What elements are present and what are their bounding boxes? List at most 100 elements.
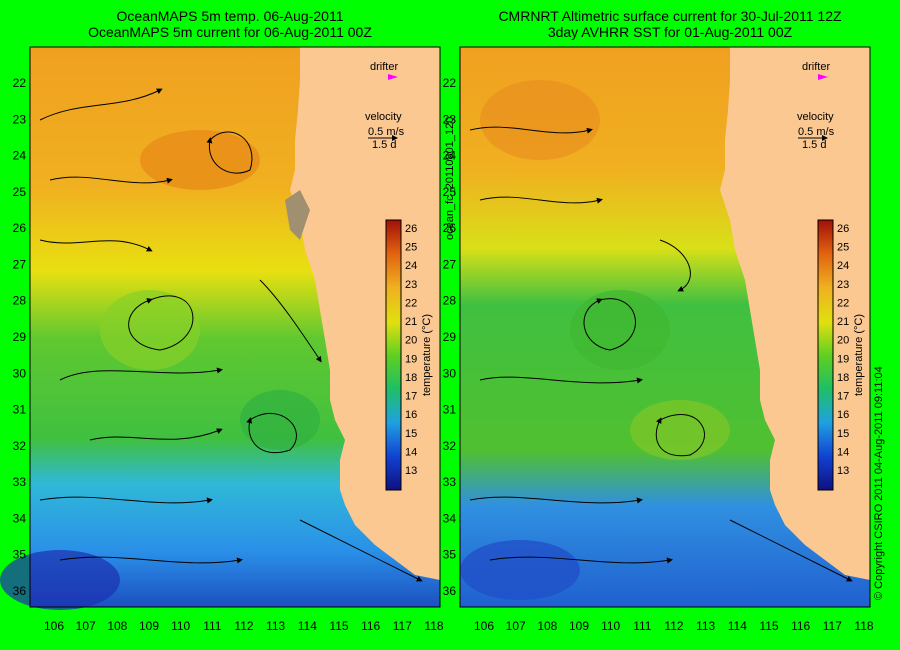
y-tick-label: 23 [13, 112, 27, 126]
colorbar-tick-label: 23 [837, 279, 849, 291]
y-tick-label: 36 [443, 584, 457, 598]
y-tick-label: 36 [13, 584, 27, 598]
x-tick-label: 116 [791, 619, 810, 633]
y-tick-label: 28 [13, 294, 27, 308]
x-tick-label: 107 [506, 619, 526, 633]
right-legend: drifter velocity 0.5 m/s 1.5 d [797, 61, 835, 151]
colorbar-tick-label: 13 [405, 465, 417, 477]
colorbar-tick-label: 20 [837, 335, 849, 347]
x-tick-label: 110 [601, 619, 620, 633]
colorbar-tick-label: 25 [837, 242, 849, 254]
left-current-streamlines [39, 88, 423, 582]
x-tick-label: 106 [474, 619, 494, 633]
y-tick-label: 28 [443, 294, 457, 308]
right-x-axis: 106 107 108 109 110 111 112 113 114 115 116 117 118 [474, 619, 874, 633]
y-tick-label: 30 [443, 366, 457, 380]
left-colorbar-label: temperature (°C) [421, 314, 433, 396]
colorbar-tick-label: 24 [405, 260, 417, 272]
right-current-streamlines [469, 126, 853, 582]
x-tick-label: 115 [329, 619, 348, 633]
x-tick-label: 107 [76, 619, 96, 633]
y-tick-label: 27 [443, 257, 457, 271]
copyright-label: © Copyright CSIRO 2011 04-Aug-2011 09:11… [873, 366, 885, 600]
colorbar-tick-label: 15 [837, 428, 849, 440]
right-colorbar: 13 14 15 16 17 18 19 20 21 22 23 24 25 26 temperature… [817, 219, 865, 491]
x-tick-label: 109 [139, 619, 159, 633]
colorbar-tick-label: 24 [837, 260, 849, 272]
right-colorbar-label: temperature (°C) [853, 314, 865, 396]
y-tick-label: 23 [443, 112, 457, 126]
y-tick-label: 22 [13, 76, 27, 90]
y-tick-label: 25 [13, 185, 27, 199]
right-drifter-label: drifter [802, 61, 830, 73]
colorbar-tick-label: 23 [405, 279, 417, 291]
y-tick-label: 31 [443, 403, 457, 417]
x-tick-label: 112 [234, 619, 253, 633]
left-panel-title: OceanMAPS 5m temp. 06-Aug-2011 OceanMAPS… [30, 8, 430, 40]
colorbar-tick-label: 19 [837, 353, 849, 365]
y-tick-label: 26 [13, 221, 27, 235]
colorbar-tick-label: 26 [405, 223, 417, 235]
x-tick-label: 113 [696, 619, 715, 633]
left-velocity-time: 1.5 d [372, 139, 396, 151]
left-velocity-scale: 0.5 m/s [368, 126, 405, 138]
colorbar-tick-label: 22 [405, 297, 417, 309]
colorbar-tick-label: 16 [405, 409, 417, 421]
left-title-line1: OceanMAPS 5m temp. 06-Aug-2011 [116, 8, 344, 24]
x-tick-label: 114 [298, 619, 317, 633]
y-tick-label: 25 [443, 185, 457, 199]
y-tick-label: 35 [13, 548, 27, 562]
y-tick-label: 22 [443, 76, 457, 90]
left-legend: drifter velocity 0.5 m/s 1.5 d [365, 61, 405, 151]
x-tick-label: 115 [759, 619, 778, 633]
right-y-axis: 22 23 24 25 26 27 28 29 30 31 32 33 34 35 36 [443, 76, 457, 598]
right-title-line2: 3day AVHRR SST for 01-Aug-2011 00Z [547, 24, 793, 40]
right-velocity-scale: 0.5 m/s [798, 126, 835, 138]
x-tick-label: 111 [203, 619, 222, 633]
x-tick-label: 111 [633, 619, 652, 633]
y-tick-label: 35 [443, 548, 457, 562]
left-land [290, 47, 440, 580]
right-drifter-icon [818, 74, 828, 80]
left-colorbar: 13 14 15 16 17 18 19 20 21 22 23 24 25 26 temperature… [385, 219, 433, 491]
colorbar-tick-label: 18 [405, 372, 417, 384]
colorbar-tick-label: 16 [837, 409, 849, 421]
y-tick-label: 24 [13, 149, 27, 163]
left-drifter-icon [388, 74, 398, 80]
colorbar-tick-label: 21 [837, 316, 849, 328]
left-velocity-label: velocity [365, 111, 402, 123]
colorbar-tick-label: 14 [837, 446, 849, 458]
colorbar-tick-label: 22 [837, 297, 849, 309]
x-tick-label: 117 [823, 619, 842, 633]
colorbar-tick-label: 19 [405, 353, 417, 365]
colorbar-tick-label: 14 [405, 446, 417, 458]
left-y-axis: 22 23 24 25 26 27 28 29 30 31 32 33 34 35 36 [13, 76, 27, 598]
x-tick-label: 118 [854, 619, 873, 633]
y-tick-label: 31 [13, 403, 27, 417]
right-velocity-label: velocity [797, 111, 834, 123]
y-tick-label: 32 [13, 439, 27, 453]
colorbar-tick-label: 20 [405, 335, 417, 347]
right-velocity-time: 1.5 d [802, 139, 826, 151]
x-tick-label: 110 [171, 619, 190, 633]
y-tick-label: 26 [443, 221, 457, 235]
y-tick-label: 30 [13, 366, 27, 380]
x-tick-label: 113 [266, 619, 285, 633]
colorbar-tick-label: 21 [405, 316, 417, 328]
y-tick-label: 29 [443, 330, 457, 344]
left-map [0, 46, 441, 610]
y-tick-label: 27 [13, 257, 27, 271]
x-tick-label: 118 [424, 619, 443, 633]
y-tick-label: 24 [443, 149, 457, 163]
forecast-id-label: ocean_fc_20110801_120 [444, 116, 456, 240]
colorbar-tick-label: 17 [837, 391, 849, 403]
colorbar-tick-label: 18 [837, 372, 849, 384]
right-map [459, 46, 871, 608]
left-drifter-label: drifter [370, 61, 398, 73]
colorbar-tick-label: 26 [837, 223, 849, 235]
colorbar-tick-label: 25 [405, 242, 417, 254]
y-tick-label: 29 [13, 330, 27, 344]
y-tick-label: 34 [443, 511, 457, 525]
colorbar-tick-label: 15 [405, 428, 417, 440]
